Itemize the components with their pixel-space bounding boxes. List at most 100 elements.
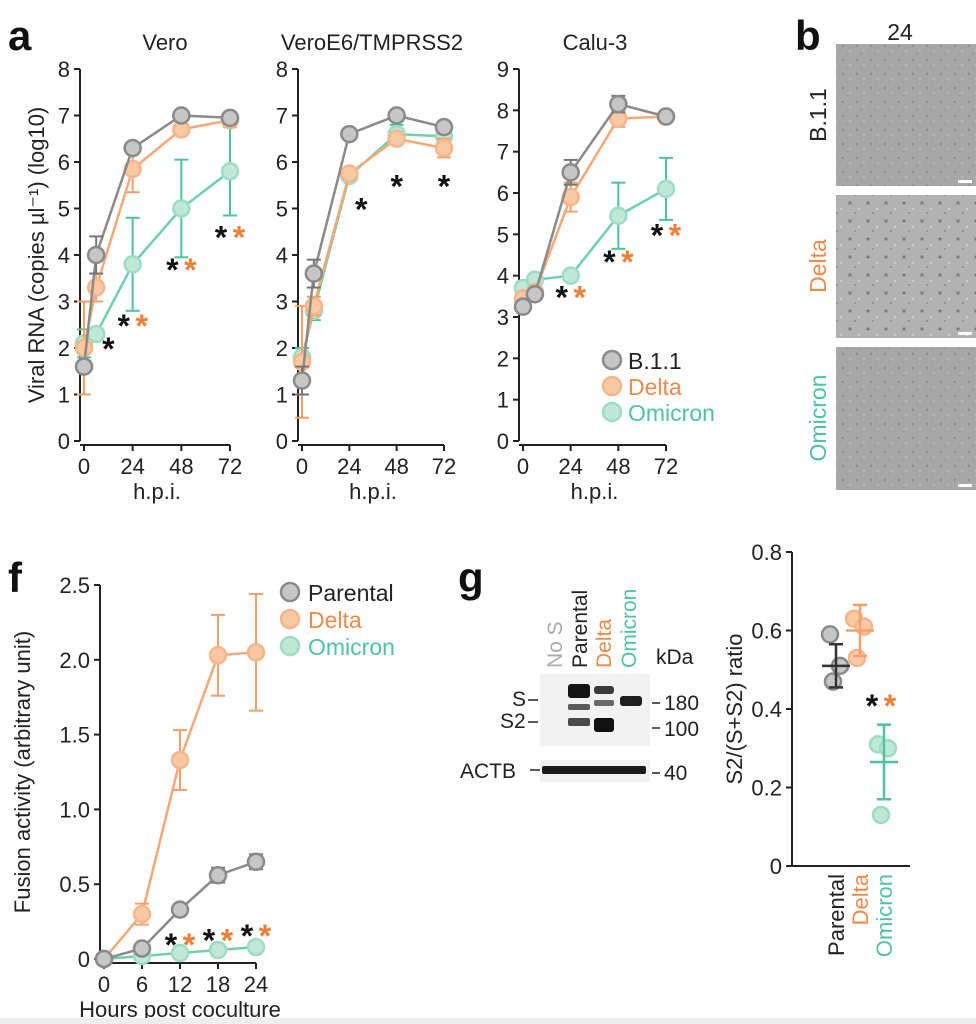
y-axis-label: Fusion activity (arbitrary unit) xyxy=(10,631,35,913)
significance-mark: * xyxy=(215,219,228,255)
y-tick-label: 6 xyxy=(58,150,70,175)
y-tick-label: 2.5 xyxy=(59,573,90,598)
micrograph-delta xyxy=(836,195,976,338)
panel-b-row-delta: Delta xyxy=(805,239,831,293)
x-tick-label: 72 xyxy=(218,454,242,479)
x-tick-label: 0 xyxy=(78,454,90,479)
x-tick-label: 72 xyxy=(654,454,678,479)
data-point xyxy=(434,138,454,158)
y-tick-label: 7 xyxy=(276,104,288,129)
y-tick-label: 1 xyxy=(276,383,288,408)
category-label: Parental xyxy=(824,874,849,956)
band-label-actb: ACTB xyxy=(460,760,516,783)
band-s-parental xyxy=(568,684,590,698)
band-s-omicron xyxy=(620,696,642,706)
data-point xyxy=(208,865,228,885)
chart-title: Vero xyxy=(142,30,187,55)
chart-s2-ratio: 0 0.2 0.4 0.6 0.8 S2/(S+S2) ratio Parental Delt… xyxy=(722,540,910,957)
data-point xyxy=(609,206,628,225)
scale-bar xyxy=(958,180,972,183)
band-mid-delta xyxy=(594,700,614,706)
band-s2-parental xyxy=(568,718,590,726)
marker-180: 180 xyxy=(664,692,699,715)
data-point xyxy=(561,163,580,182)
y-tick-label: 1.5 xyxy=(59,723,90,748)
x-axis-label: h.p.i. xyxy=(133,479,181,504)
y-tick-label: 0 xyxy=(58,429,70,454)
x-tick-label: 24 xyxy=(558,454,582,479)
panel-label-a: a xyxy=(8,12,32,59)
data-point xyxy=(513,297,533,316)
legend-label-omicron-f: Omicron xyxy=(308,634,395,660)
data-point xyxy=(525,285,545,304)
y-tick-label: 0.6 xyxy=(751,619,782,644)
y-tick-label: 2 xyxy=(497,346,509,371)
data-point xyxy=(304,264,324,283)
scale-bar xyxy=(958,484,972,487)
marker-40: 40 xyxy=(664,762,687,785)
x-tick-label: 0 xyxy=(517,454,529,479)
x-axis-label: Hours post coculture xyxy=(79,997,281,1022)
data-point xyxy=(220,108,240,128)
data-point xyxy=(208,646,228,665)
y-tick-label: 7 xyxy=(58,104,70,129)
band-actb xyxy=(542,766,646,774)
data-point xyxy=(172,199,191,218)
legend-label-omicron: Omicron xyxy=(628,400,715,426)
y-tick-label: 8 xyxy=(58,57,70,82)
micrograph-omicron xyxy=(836,347,976,490)
micrograph-b11 xyxy=(836,44,976,186)
panel-label-f: f xyxy=(8,554,23,601)
panel-label-g: g xyxy=(458,554,484,601)
legend-marker-omicron-f xyxy=(279,635,301,657)
band-s2-delta xyxy=(594,718,614,732)
band-mid-parental xyxy=(568,704,590,710)
lane-label-delta: Delta xyxy=(593,619,616,668)
lane-label-no-s: No S xyxy=(544,621,567,668)
data-point xyxy=(246,937,266,957)
legend-label-delta: Delta xyxy=(628,374,682,400)
data-point xyxy=(86,278,106,297)
y-tick-label: 3 xyxy=(276,290,288,315)
y-tick-label: 3 xyxy=(497,305,509,330)
significance-mark: * xyxy=(390,168,403,204)
data-point xyxy=(123,138,142,158)
significance-mark: * xyxy=(259,918,272,954)
significance-mark: * xyxy=(102,331,115,367)
western-blot: No S Parental Delta Omicron kDa S S2 ACT… xyxy=(460,589,699,785)
band-label-s: S xyxy=(512,688,526,711)
lane-label-parental: Parental xyxy=(569,590,592,668)
significance-mark: * xyxy=(241,918,254,954)
data-point xyxy=(132,904,152,924)
data-point xyxy=(387,106,406,125)
y-tick-label: 9 xyxy=(497,57,509,82)
legend-label-parental: Parental xyxy=(308,580,394,606)
y-tick-label: 1 xyxy=(58,383,70,408)
x-axis-label: h.p.i. xyxy=(571,479,619,504)
data-point xyxy=(170,943,190,963)
y-tick-label: 5 xyxy=(497,222,509,247)
series-line-b-1-1 xyxy=(522,102,667,308)
y-tick-label: 3 xyxy=(58,290,70,315)
data-point xyxy=(86,245,106,265)
significance-mark: * xyxy=(355,192,368,228)
band-label-s2: S2 xyxy=(500,710,526,733)
data-point xyxy=(94,949,114,969)
x-tick-label: 24 xyxy=(244,972,268,997)
significance-mark: * xyxy=(135,308,148,344)
data-point xyxy=(132,939,152,958)
y-tick-label: 7 xyxy=(497,140,509,165)
chart-title: VeroE6/TMPRSS2 xyxy=(281,30,463,55)
chart-vero: Vero 0 1 2 3 4 5 6 7 8 0 24 48 72 h.p.i. Viral RNA (cop… xyxy=(24,30,246,504)
blot-membrane-top xyxy=(540,674,650,746)
y-tick-label: 4 xyxy=(276,243,288,268)
significance-mark: * xyxy=(603,244,616,280)
data-point xyxy=(847,648,867,668)
y-tick-label: 0 xyxy=(497,429,509,454)
x-tick-label: 48 xyxy=(606,454,630,479)
x-tick-label: 24 xyxy=(337,454,361,479)
legend-marker-delta-f xyxy=(279,608,301,630)
y-tick-label: 0.5 xyxy=(59,872,90,897)
data-point xyxy=(292,371,312,390)
